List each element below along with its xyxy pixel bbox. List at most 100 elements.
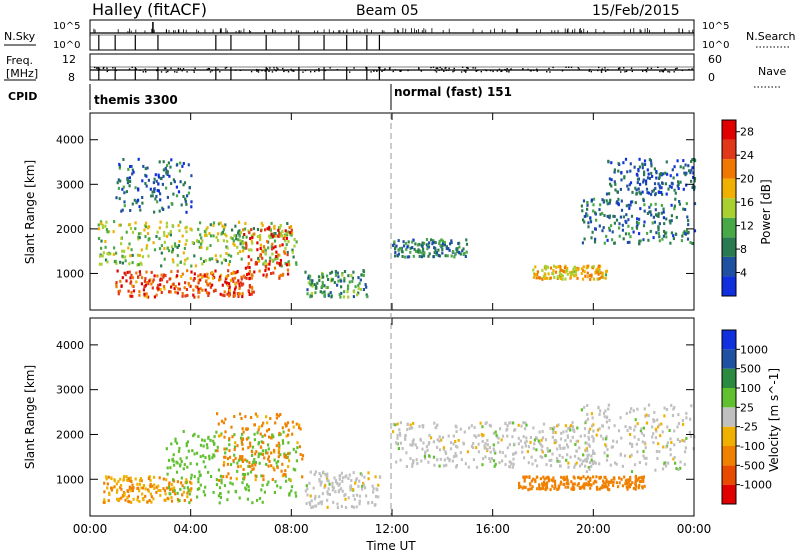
data-cell [687,219,690,223]
data-cell [239,231,243,235]
data-cell [174,439,177,443]
freq-dot [618,68,620,71]
data-cell [406,255,409,259]
data-cell [229,236,232,240]
colorbar-segment [722,426,736,446]
data-cell [427,442,430,446]
freq-dot [590,70,593,73]
data-cell [626,170,629,174]
data-cell [192,288,195,292]
data-cell [669,174,672,178]
data-cell [107,252,110,256]
data-cell [185,230,188,234]
data-cell [587,466,590,469]
data-cell [220,481,223,485]
data-cell [517,423,520,427]
data-cell [450,239,453,243]
colorbar-tick-label: -100 [740,440,765,453]
data-cell [671,168,674,172]
data-cell [453,255,456,259]
data-cell [241,481,244,485]
data-cell [123,493,126,497]
data-cell [283,250,286,254]
data-cell [259,445,263,449]
data-cell [219,474,222,478]
data-cell [626,478,629,482]
data-cell [265,266,268,270]
data-cell [559,480,563,484]
data-cell [177,449,181,453]
data-cell [541,484,544,488]
data-cell [408,427,411,430]
data-cell [634,480,637,484]
data-cell [234,282,237,286]
data-cell [204,258,207,262]
freq-dot [269,67,271,69]
data-cell [106,482,109,486]
data-cell [690,179,693,183]
data-cell [127,477,130,481]
colorbar-segment [722,256,736,277]
x-tick-label: 12:00 [375,522,410,536]
data-cell [272,271,275,275]
data-cell [248,293,251,296]
data-cell [146,500,149,504]
data-cell [613,180,616,184]
data-cell [240,458,243,462]
data-cell [290,233,293,237]
data-cell [240,275,243,279]
data-cell [182,195,185,198]
colorbar-segment [722,139,736,160]
data-cell [278,232,281,236]
data-cell [582,218,585,222]
data-cell [115,196,118,200]
data-cell [266,483,269,487]
data-cell [641,440,644,444]
nsky-label: N.Sky [4,30,36,43]
data-cell [192,434,195,438]
data-cell [288,226,291,230]
data-cell [689,417,692,421]
data-cell [673,405,676,409]
data-cell [173,242,177,246]
data-cell [687,230,690,234]
freq-dot [508,71,510,73]
data-cell [156,230,159,234]
data-cell [622,161,625,165]
data-cell [115,490,119,494]
data-cell [139,477,142,480]
data-cell [170,496,173,499]
freq-dot [604,67,606,69]
freq-dot [536,70,538,72]
data-cell [477,442,480,446]
data-cell [287,240,290,244]
data-cell [160,278,164,282]
colorbar-tick-label: 28 [740,126,754,139]
data-cell [126,270,129,274]
data-cell [660,186,663,190]
data-cell [566,266,569,270]
data-cell [134,221,137,225]
data-cell [426,448,429,452]
data-cell [364,486,367,490]
data-cell [286,268,290,272]
data-cell [170,285,173,289]
data-cell [443,240,446,244]
data-cell [441,251,444,255]
data-cell [594,211,597,215]
data-cell [131,202,134,206]
data-cell [586,454,589,458]
data-cell [397,447,400,450]
freq-dot [381,70,383,72]
data-cell [261,434,264,438]
data-cell [412,441,415,445]
data-cell [230,425,233,429]
data-cell [267,267,270,271]
data-cell [518,483,521,487]
data-cell [661,181,664,185]
data-cell [604,273,607,277]
data-cell [145,270,148,274]
data-cell [598,462,601,466]
data-cell [392,422,395,426]
data-cell [427,245,431,249]
